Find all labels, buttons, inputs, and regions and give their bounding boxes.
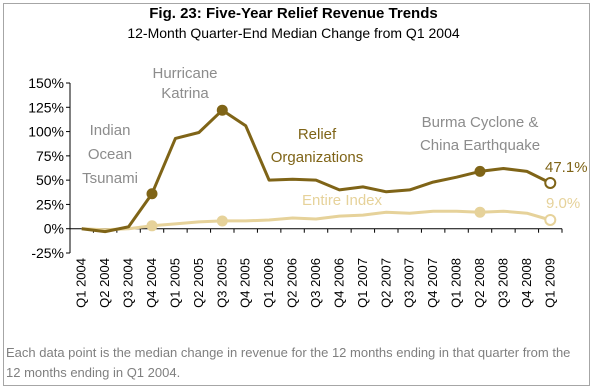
x-tick-label: Q1 2005	[167, 258, 182, 308]
annotation-label: Relief	[298, 126, 337, 143]
x-tick-label: Q4 2006	[331, 258, 346, 308]
y-tick-label: 50%	[36, 172, 64, 188]
series-line	[81, 209, 551, 232]
x-tick-label: Q4 2005	[238, 258, 253, 308]
chart-title: Fig. 23: Five-Year Relief Revenue Trends	[149, 5, 438, 22]
y-tick-label: 0%	[44, 221, 64, 237]
annotation-label: China Earthquake	[420, 137, 540, 154]
y-tick-label: 150%	[28, 75, 64, 91]
x-tick-label: Q1 2009	[542, 258, 557, 308]
series-line	[81, 108, 551, 234]
y-tick-label: -25%	[31, 245, 64, 261]
y-tick-label: 25%	[36, 196, 64, 212]
x-tick-label: Q1 2008	[449, 258, 464, 308]
data-point-marker	[216, 215, 228, 227]
x-tick-label: Q2 2006	[285, 258, 300, 308]
x-tick-label: Q4 2007	[425, 258, 440, 308]
x-tick-label: Q1 2004	[74, 258, 89, 308]
annotation-label: Burma Cyclone &	[422, 114, 539, 131]
x-tick-label: Q4 2008	[519, 258, 534, 308]
y-tick-label: 75%	[36, 148, 64, 164]
data-point-marker	[146, 188, 158, 200]
data-point-marker	[544, 213, 557, 226]
x-tick-label: Q4 2004	[144, 258, 159, 308]
chart-footnote: Each data point is the median change in …	[6, 345, 571, 380]
annotation-label: Tsunami	[82, 170, 138, 187]
annotation-label: 47.1%	[545, 159, 588, 176]
data-point-marker	[216, 104, 228, 116]
x-tick-label: Q1 2007	[355, 258, 370, 308]
y-tick-label: 125%	[28, 99, 64, 115]
x-tick-label: Q1 2006	[261, 258, 276, 308]
chart-frame	[3, 3, 590, 386]
annotation-label: Entire Index	[302, 192, 383, 209]
data-point-marker	[544, 176, 557, 189]
annotation-label: 9.0%	[546, 195, 580, 212]
x-tick-label: Q3 2005	[214, 258, 229, 308]
y-tick-label: 100%	[28, 124, 64, 140]
data-point-marker	[474, 206, 486, 218]
x-tick-label: Q3 2006	[308, 258, 323, 308]
x-tick-label: Q3 2008	[495, 258, 510, 308]
annotation-label: Indian	[90, 122, 131, 139]
data-point-marker	[474, 165, 486, 177]
annotation-label: Hurricane	[152, 65, 217, 82]
x-tick-label: Q3 2004	[121, 258, 136, 308]
x-tick-label: Q3 2007	[402, 258, 417, 308]
annotation-label: Ocean	[88, 146, 132, 163]
annotation-label: Organizations	[271, 149, 364, 166]
data-point-marker	[146, 220, 158, 232]
chart-subtitle: 12-Month Quarter-End Median Change from …	[127, 25, 460, 41]
annotation-label: Katrina	[161, 85, 209, 102]
x-tick-label: Q2 2005	[191, 258, 206, 308]
x-tick-label: Q2 2004	[97, 258, 112, 308]
x-tick-label: Q2 2008	[472, 258, 487, 308]
x-tick-label: Q2 2007	[378, 258, 393, 308]
